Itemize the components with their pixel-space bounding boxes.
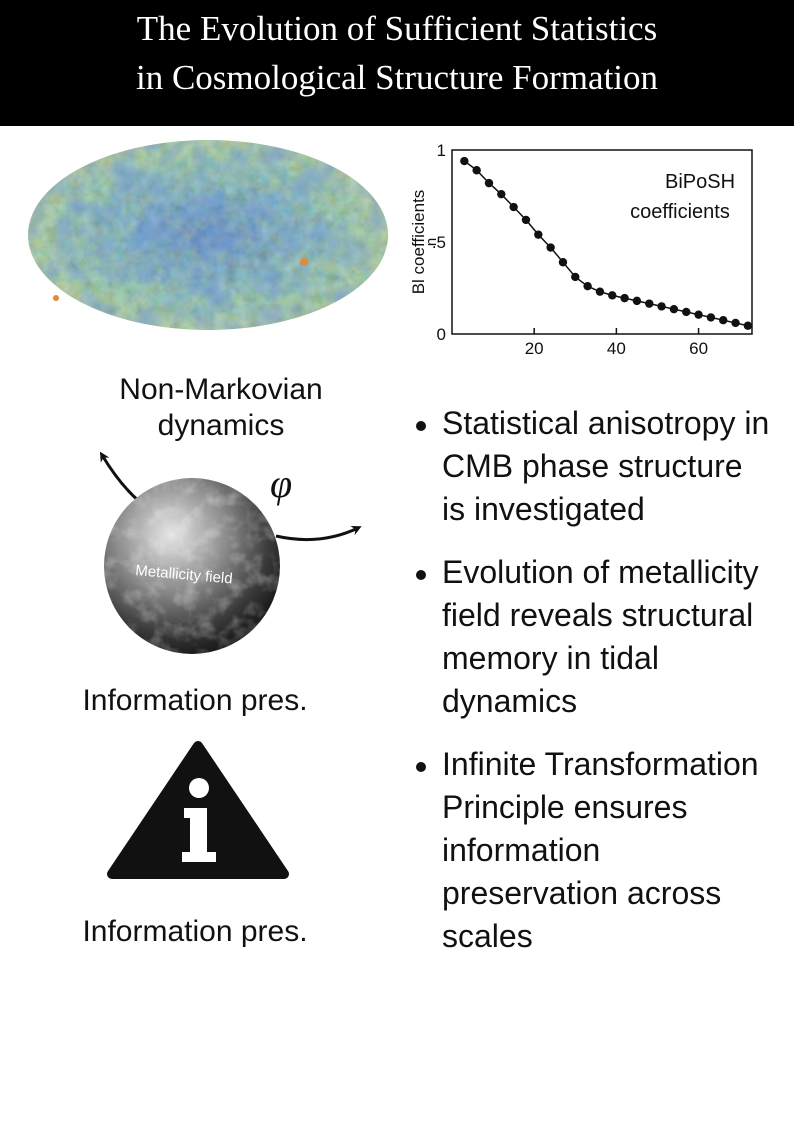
data-point: [608, 291, 617, 300]
data-point: [743, 321, 753, 330]
info-glyph-stem: [182, 808, 216, 862]
data-point: [657, 302, 666, 311]
bullet-transformation: Infinite Transformation Principle ensure…: [412, 743, 772, 958]
title-line-2: in Cosmological Structure Formation: [135, 58, 659, 97]
arrow-right-curve: [275, 526, 362, 542]
y-axis-label: Bl coefficients: [409, 190, 428, 295]
data-point: [497, 189, 506, 199]
y-tick-label: 1: [437, 141, 446, 160]
phi-symbol: φ: [270, 461, 292, 506]
chart-annotation-line-1: BiPoSH: [665, 171, 735, 193]
cmb-hotspot: [53, 295, 59, 301]
arrow-left-curve: [99, 451, 141, 504]
data-point: [632, 296, 642, 306]
x-ticks: 20 40 60: [525, 328, 708, 358]
non-markovian-line-2: dynamics: [157, 409, 285, 442]
non-markovian-line-1: Non-Markovian: [119, 373, 323, 406]
non-markovian-caption: Non-Markovian dynamics: [62, 372, 380, 444]
data-point: [731, 318, 740, 328]
y-ticks: 0.51: [432, 141, 446, 344]
information-preserved-caption-2: Information pres.: [82, 915, 308, 948]
x-tick-label: 40: [607, 339, 626, 358]
y-tick-label: .5: [432, 233, 446, 252]
data-point: [484, 178, 494, 188]
metallicity-sphere-figure: Metallicity field φ: [99, 451, 362, 654]
data-point: [534, 230, 543, 239]
data-point: [509, 202, 518, 212]
data-point: [706, 313, 716, 322]
data-point: [645, 299, 654, 308]
y-axis-label-sub: n: [423, 238, 440, 246]
x-tick-label: 20: [525, 339, 544, 358]
title-line-1: The Evolution of Sufficient Statistics: [136, 9, 658, 48]
data-point: [472, 166, 481, 175]
data-point: [595, 287, 605, 296]
plot-frame: [451, 149, 753, 335]
data-point: [694, 310, 703, 319]
info-warning-icon: [107, 741, 289, 879]
page-header: The Evolution of Sufficient Statistics i…: [0, 0, 794, 126]
data-point: [669, 304, 679, 314]
data-point: [620, 293, 629, 303]
x-tick-label: 60: [689, 339, 708, 358]
data-point: [521, 215, 531, 225]
data-point: [719, 316, 728, 325]
info-glyph-dot: [189, 778, 209, 798]
information-preserved-caption-1: Information pres.: [82, 684, 308, 717]
data-point: [558, 258, 568, 267]
y-tick-label: 0: [437, 325, 446, 344]
data-point: [583, 281, 592, 291]
chart-annotation-line-2: coefficients: [630, 201, 730, 223]
bullet-anisotropy: Statistical anisotropy in CMB phase stru…: [412, 402, 772, 531]
key-points-list: Statistical anisotropy in CMB phase stru…: [412, 402, 772, 978]
bullet-metallicity: Evolution of metallicity field reveals s…: [412, 551, 772, 723]
biposh-chart: 0.51 20 40 60 Bl coefficients n BiPoSH coe…: [409, 141, 753, 358]
data-point: [460, 156, 469, 166]
series-points: [460, 156, 753, 330]
data-point: [571, 272, 580, 282]
data-point: [682, 307, 691, 317]
cmb-sky-map: [28, 140, 388, 330]
cmb-hotspot: [300, 258, 308, 266]
data-point: [546, 243, 555, 252]
